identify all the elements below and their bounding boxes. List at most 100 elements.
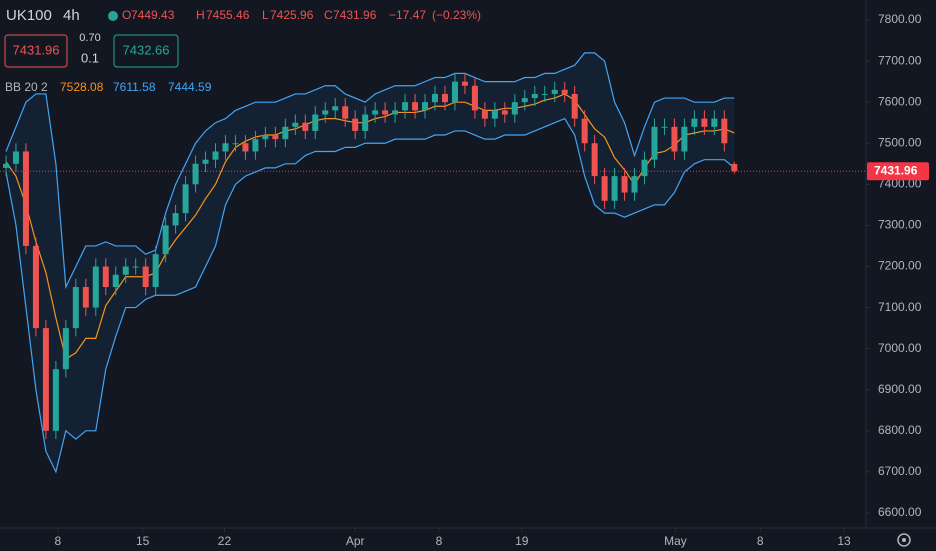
gear-center[interactable]: [902, 538, 906, 542]
candle-body: [192, 163, 199, 185]
settings-icon[interactable]: [897, 533, 911, 547]
candle-body: [451, 81, 458, 103]
y-tick-label: 6800.00: [878, 423, 922, 437]
candle-body: [392, 110, 399, 115]
band-upper: [5, 52, 735, 290]
candle-body: [212, 151, 219, 160]
band-fill: [5, 52, 735, 472]
candle-body: [501, 110, 508, 115]
last-price-badge: [867, 162, 929, 181]
gear[interactable]: [897, 533, 911, 547]
candle-body: [332, 106, 339, 111]
candle-body: [182, 184, 189, 214]
candle-body: [631, 176, 638, 193]
candle-body: [232, 143, 239, 145]
y-tick-label: 7300.00: [878, 218, 922, 232]
candle-body: [671, 126, 678, 152]
y-tick-label: 6900.00: [878, 382, 922, 396]
buy-button[interactable]: [113, 34, 179, 68]
candle-body: [731, 164, 738, 172]
candle-body: [32, 245, 39, 329]
x-tick-label: 8: [757, 534, 764, 548]
y-tick-label: 6700.00: [878, 464, 922, 478]
candle-body: [292, 122, 299, 127]
candle-body: [551, 89, 558, 94]
candle-body: [122, 266, 129, 275]
candle-body: [432, 93, 439, 103]
trade-panel: 7431.96 0.70 0.1 7432.66: [4, 32, 179, 68]
candle-body: [422, 102, 429, 111]
candle-body: [541, 93, 548, 95]
last-price-label: 7431.96: [874, 163, 918, 177]
y-tick-label: 7600.00: [878, 94, 922, 108]
sell-price[interactable]: 7431.96: [13, 42, 60, 57]
ohlc-value: 7455.46: [206, 8, 250, 22]
x-tick-label: 8: [55, 534, 62, 548]
candle-body: [511, 102, 518, 115]
header: UK100 4h O 7449.43 H 7455.46 L 7425.96 C…: [6, 7, 481, 24]
candle-body: [312, 114, 319, 131]
candle-body: [162, 225, 169, 255]
candle-body: [112, 274, 119, 288]
candle-body: [242, 143, 249, 152]
x-tick-label: 19: [515, 534, 529, 548]
candle-body: [302, 122, 309, 131]
candle-body: [661, 126, 668, 128]
candle-body: [521, 98, 528, 103]
candle-body: [132, 266, 139, 268]
candle-body: [322, 110, 329, 115]
candle-body: [362, 114, 369, 131]
candle-body: [461, 81, 468, 86]
candle-body: [82, 287, 89, 308]
candle-body: [62, 328, 69, 370]
symbol: UK100: [6, 7, 52, 24]
candle-body: [272, 135, 279, 140]
quantity[interactable]: 0.1: [81, 50, 99, 65]
candle-body: [471, 85, 478, 111]
candle-body: [591, 143, 598, 177]
candle-body: [262, 135, 269, 140]
candle-body: [481, 110, 488, 119]
candle-body: [412, 102, 419, 111]
candle-body: [721, 118, 728, 144]
ohlc-value: 7431.96: [333, 8, 377, 22]
candle-body: [641, 159, 648, 177]
candle-body: [561, 89, 568, 94]
y-tick-label: 6600.00: [878, 505, 922, 519]
candle-body: [611, 176, 618, 201]
x-tick-label: 8: [436, 534, 443, 548]
candle-body: [2, 163, 9, 168]
y-tick-label: 7100.00: [878, 300, 922, 314]
band-basis: [5, 93, 735, 360]
buy-price[interactable]: 7432.66: [123, 42, 170, 57]
y-tick-label: 7800.00: [878, 12, 922, 26]
candle-body: [581, 118, 588, 144]
candle-body: [651, 126, 658, 160]
status-dot: [108, 11, 118, 21]
candle-body: [402, 102, 409, 111]
spread: 0.70: [79, 32, 100, 44]
indicator-value: 7444.59: [168, 80, 212, 94]
candle-body: [352, 118, 359, 131]
candle-body: [681, 126, 688, 152]
change-percent: (−0.23%): [432, 8, 481, 22]
y-tick-label: 7500.00: [878, 135, 922, 149]
ohlc-label: O: [122, 8, 131, 22]
ohlc-value: 7449.43: [131, 8, 175, 22]
candle-body: [691, 118, 698, 127]
y-tick-label: 7700.00: [878, 53, 922, 67]
candle-body: [12, 151, 19, 164]
candle-body: [601, 176, 608, 201]
candle-body: [372, 110, 379, 115]
ohlc-label: L: [262, 8, 269, 22]
candle-body: [382, 110, 389, 115]
candle-body: [172, 213, 179, 226]
x-tick-label: 13: [837, 534, 851, 548]
candle-body: [72, 287, 79, 329]
x-tick-label: 15: [136, 534, 150, 548]
sell-button[interactable]: [4, 34, 68, 68]
plot: [2, 52, 738, 474]
candle-body: [342, 106, 349, 119]
ohlc-label: C: [324, 8, 333, 22]
candle-body: [571, 93, 578, 119]
